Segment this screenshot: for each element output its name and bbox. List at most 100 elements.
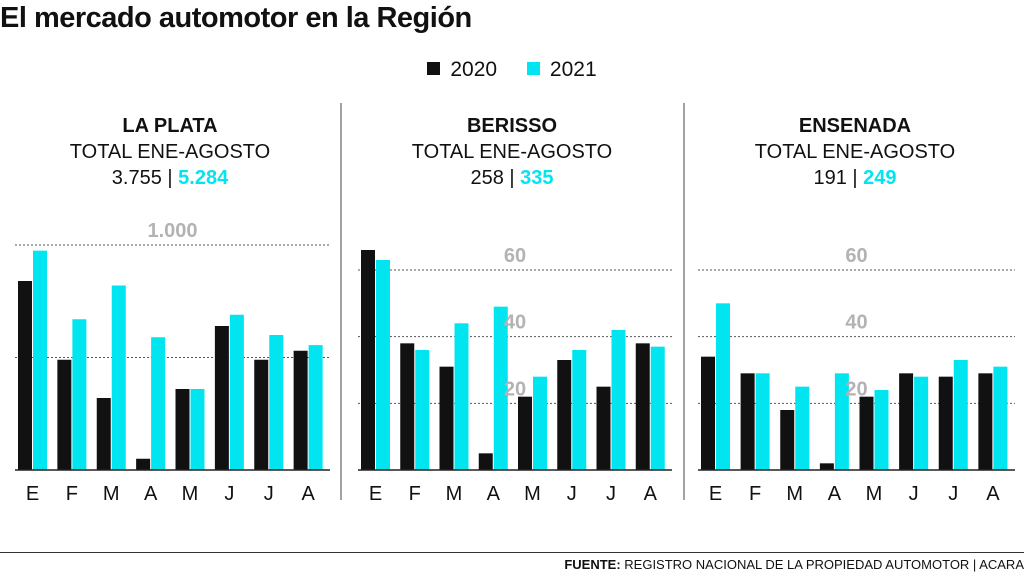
- panel-totals: 3.755 | 5.284: [112, 167, 229, 189]
- panel-title: LA PLATA: [122, 115, 217, 137]
- x-tick-label: J: [948, 483, 958, 505]
- panel-subtitle: TOTAL ENE-AGOSTO: [755, 141, 955, 163]
- source-text: REGISTRO NACIONAL DE LA PROPIEDAD AUTOMO…: [620, 557, 1024, 572]
- total-separator: |: [162, 167, 178, 189]
- bar-2021-m-4: [190, 389, 205, 470]
- bar-2020-a-3: [136, 458, 151, 470]
- bar-2021-a-3: [151, 337, 166, 470]
- bar-2020-e-0: [361, 250, 375, 470]
- bar-2021-f-1: [755, 373, 770, 470]
- x-tick-label: M: [103, 483, 120, 505]
- bar-2020-f-1: [400, 343, 415, 470]
- legend-swatch-2020: [427, 62, 441, 75]
- bar-2020-m-4: [859, 396, 874, 470]
- x-tick-label: F: [66, 483, 78, 505]
- legend-label-2021: 2021: [549, 58, 597, 81]
- bar-2021-a-7: [308, 345, 323, 470]
- bar-2020-e-0: [18, 281, 32, 470]
- bar-2021-j-5: [572, 350, 587, 470]
- bar-2021-m-4: [533, 376, 547, 470]
- total-2021: 335: [520, 167, 553, 189]
- source-footer: FUENTE: REGISTRO NACIONAL DE LA PROPIEDA…: [564, 557, 1024, 572]
- legend: 2020 2021: [0, 58, 1024, 82]
- bar-2021-m-4: [874, 390, 889, 470]
- bar-2021-a-7: [650, 346, 665, 470]
- bar-2020-a-7: [978, 373, 993, 470]
- total-2020: 258: [470, 167, 503, 189]
- panel-totals: 191 | 249: [813, 167, 896, 189]
- bar-2020-e-0: [701, 356, 715, 470]
- panel-totals: 258 | 335: [470, 167, 553, 189]
- bar-2020-j-6: [596, 386, 611, 470]
- total-2020: 3.755: [112, 167, 162, 189]
- grid-value-label: 60: [504, 245, 526, 267]
- bar-2021-e-0: [33, 250, 47, 470]
- bar-2020-m-2: [780, 410, 795, 470]
- total-separator: |: [847, 167, 863, 189]
- x-tick-label: J: [606, 483, 616, 505]
- panel-berisso: BERISSO TOTAL ENE-AGOSTO 258 | 335 E F M A M J J A…: [358, 115, 672, 505]
- grid-value-label: 40: [845, 312, 867, 334]
- x-tick-label: A: [828, 483, 842, 505]
- bar-2020-a-3: [819, 463, 834, 470]
- x-tick-label: F: [409, 483, 421, 505]
- grid-value-label: 20: [504, 378, 526, 400]
- grid-value-label: 60: [845, 245, 867, 267]
- x-tick-label: A: [301, 483, 315, 505]
- panel-la-plata: LA PLATA TOTAL ENE-AGOSTO 3.755 | 5.284 E F M…: [15, 115, 330, 505]
- total-2021: 249: [863, 167, 896, 189]
- source-prefix: FUENTE:: [564, 557, 621, 572]
- x-tick-label: E: [369, 483, 382, 505]
- bar-2021-e-0: [376, 260, 390, 470]
- bar-2020-j-6: [254, 359, 269, 470]
- bar-2021-e-0: [716, 303, 730, 470]
- footer-divider: [0, 552, 1024, 553]
- bar-2020-m-2: [439, 366, 454, 470]
- bar-2021-a-7: [993, 366, 1008, 470]
- x-tick-label: M: [866, 483, 883, 505]
- legend-item-2020: 2020: [427, 58, 497, 82]
- bar-2021-j-6: [611, 330, 626, 470]
- panel-subtitle: TOTAL ENE-AGOSTO: [412, 141, 612, 163]
- grid-value-label: 40: [504, 312, 526, 334]
- bar-2021-j-6: [269, 335, 284, 470]
- x-tick-label: M: [524, 483, 541, 505]
- x-tick-label: E: [709, 483, 722, 505]
- bar-2021-j-5: [229, 314, 244, 470]
- x-tick-label: M: [786, 483, 803, 505]
- bar-2020-j-5: [557, 360, 572, 470]
- bar-2020-m-4: [518, 396, 532, 470]
- legend-item-2021: 2021: [526, 58, 597, 82]
- bar-2020-j-6: [938, 376, 953, 470]
- bar-2020-j-5: [899, 373, 914, 470]
- x-tick-label: M: [446, 483, 463, 505]
- bar-2021-a-3: [493, 306, 508, 470]
- bar-2020-m-2: [96, 398, 111, 470]
- bar-2021-m-2: [454, 323, 469, 470]
- bar-2021-f-1: [415, 350, 430, 470]
- panel-title: ENSENADA: [799, 115, 911, 137]
- panel-title: BERISSO: [467, 115, 557, 137]
- x-tick-label: J: [264, 483, 274, 505]
- panel-subtitle: TOTAL ENE-AGOSTO: [70, 141, 270, 163]
- x-tick-label: A: [487, 483, 501, 505]
- x-tick-label: J: [909, 483, 919, 505]
- bar-2020-m-4: [175, 389, 190, 470]
- bar-2020-a-7: [293, 350, 308, 470]
- panel-ensenada: ENSENADA TOTAL ENE-AGOSTO 191 | 249 E F M A M J J…: [698, 115, 1015, 505]
- bar-2021-m-2: [795, 386, 810, 470]
- grid-value-label: 1.000: [147, 220, 197, 242]
- x-tick-label: A: [644, 483, 658, 505]
- bar-2020-j-5: [214, 326, 229, 470]
- bar-2020-f-1: [740, 373, 755, 470]
- x-tick-label: J: [224, 483, 234, 505]
- bar-2020-a-7: [635, 343, 650, 470]
- total-2020: 191: [813, 167, 846, 189]
- x-tick-label: A: [986, 483, 1000, 505]
- x-tick-label: E: [26, 483, 39, 505]
- grid-value-label: 20: [845, 378, 867, 400]
- total-separator: |: [504, 167, 520, 189]
- x-tick-label: J: [567, 483, 577, 505]
- legend-swatch-2021: [526, 62, 540, 75]
- bar-2021-j-6: [953, 360, 968, 470]
